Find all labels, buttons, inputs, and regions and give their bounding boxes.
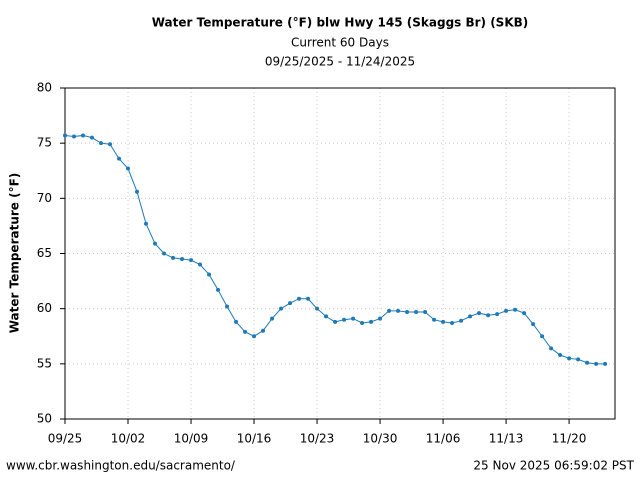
date-range: 09/25/2025 - 11/24/2025 [265, 55, 415, 69]
x-tick-label: 10/30 [363, 432, 398, 446]
data-point [144, 221, 149, 226]
x-tick-label: 11/13 [489, 432, 524, 446]
y-tick-label: 60 [37, 301, 52, 315]
data-point [603, 361, 608, 366]
data-point [531, 322, 536, 327]
y-tick-label: 80 [37, 81, 52, 95]
data-point [135, 189, 140, 194]
data-point [234, 319, 239, 324]
data-point [414, 309, 419, 314]
data-point [171, 255, 176, 260]
x-tick-label: 10/23 [300, 432, 335, 446]
data-point [459, 318, 464, 323]
footer-right: 25 Nov 2025 06:59:02 PST [473, 459, 634, 473]
x-tick-label: 11/20 [552, 432, 587, 446]
data-point [567, 356, 572, 361]
data-point [189, 258, 194, 263]
data-point [306, 296, 311, 301]
x-tick-label: 10/09 [174, 432, 209, 446]
data-point [342, 317, 347, 322]
data-point [540, 334, 545, 339]
y-axis-label: Water Temperature (°F) [8, 173, 22, 334]
data-point [333, 319, 338, 324]
data-point [117, 156, 122, 161]
data-point [90, 135, 95, 140]
data-point [468, 314, 473, 319]
data-point [450, 321, 455, 326]
data-point [522, 311, 527, 316]
data-point [297, 296, 302, 301]
data-point [477, 311, 482, 316]
data-point [441, 319, 446, 324]
data-point [378, 316, 383, 321]
data-point [360, 321, 365, 326]
data-point [252, 334, 257, 339]
data-point [207, 272, 212, 277]
data-point [162, 251, 167, 256]
data-point [585, 360, 590, 365]
y-tick-label: 55 [37, 356, 52, 370]
data-point [495, 312, 500, 317]
data-point [549, 346, 554, 351]
x-tick-label: 10/16 [237, 432, 272, 446]
data-point [576, 357, 581, 362]
x-tick-label: 09/25 [48, 432, 83, 446]
data-point [405, 309, 410, 314]
data-point [432, 317, 437, 322]
plot-frame [64, 87, 616, 420]
data-point [558, 353, 563, 358]
data-point [153, 241, 158, 246]
y-tick-label: 65 [37, 246, 52, 260]
data-point [216, 287, 221, 292]
data-point [270, 316, 275, 321]
data-point [198, 262, 203, 267]
chart-subtitle: Current 60 Days [291, 36, 389, 50]
x-tick-label: 11/06 [426, 432, 461, 446]
data-point [72, 134, 77, 139]
data-point [225, 304, 230, 309]
data-point [243, 329, 248, 334]
data-point [423, 309, 428, 314]
data-point [261, 328, 266, 333]
data-point [594, 361, 599, 366]
data-point [504, 308, 509, 313]
data-point [108, 142, 113, 147]
y-tick-label: 50 [37, 412, 52, 426]
data-point [369, 319, 374, 324]
y-tick-label: 75 [37, 136, 52, 150]
data-point [63, 133, 67, 138]
data-point [396, 308, 401, 313]
data-point [180, 257, 185, 262]
data-point [126, 166, 131, 171]
footer-left: www.cbr.washington.edu/sacramento/ [6, 459, 236, 473]
chart-title: Water Temperature (°F) blw Hwy 145 (Skag… [152, 16, 529, 30]
data-point [513, 307, 518, 312]
data-point [387, 308, 392, 313]
data-point [486, 313, 491, 318]
data-point [351, 316, 356, 321]
data-point [81, 133, 86, 138]
x-tick-label: 10/02 [111, 432, 146, 446]
data-point [288, 301, 293, 306]
data-point [279, 306, 284, 311]
data-point [324, 314, 329, 319]
data-point [315, 306, 320, 311]
data-point [99, 141, 104, 146]
y-tick-label: 70 [37, 191, 52, 205]
